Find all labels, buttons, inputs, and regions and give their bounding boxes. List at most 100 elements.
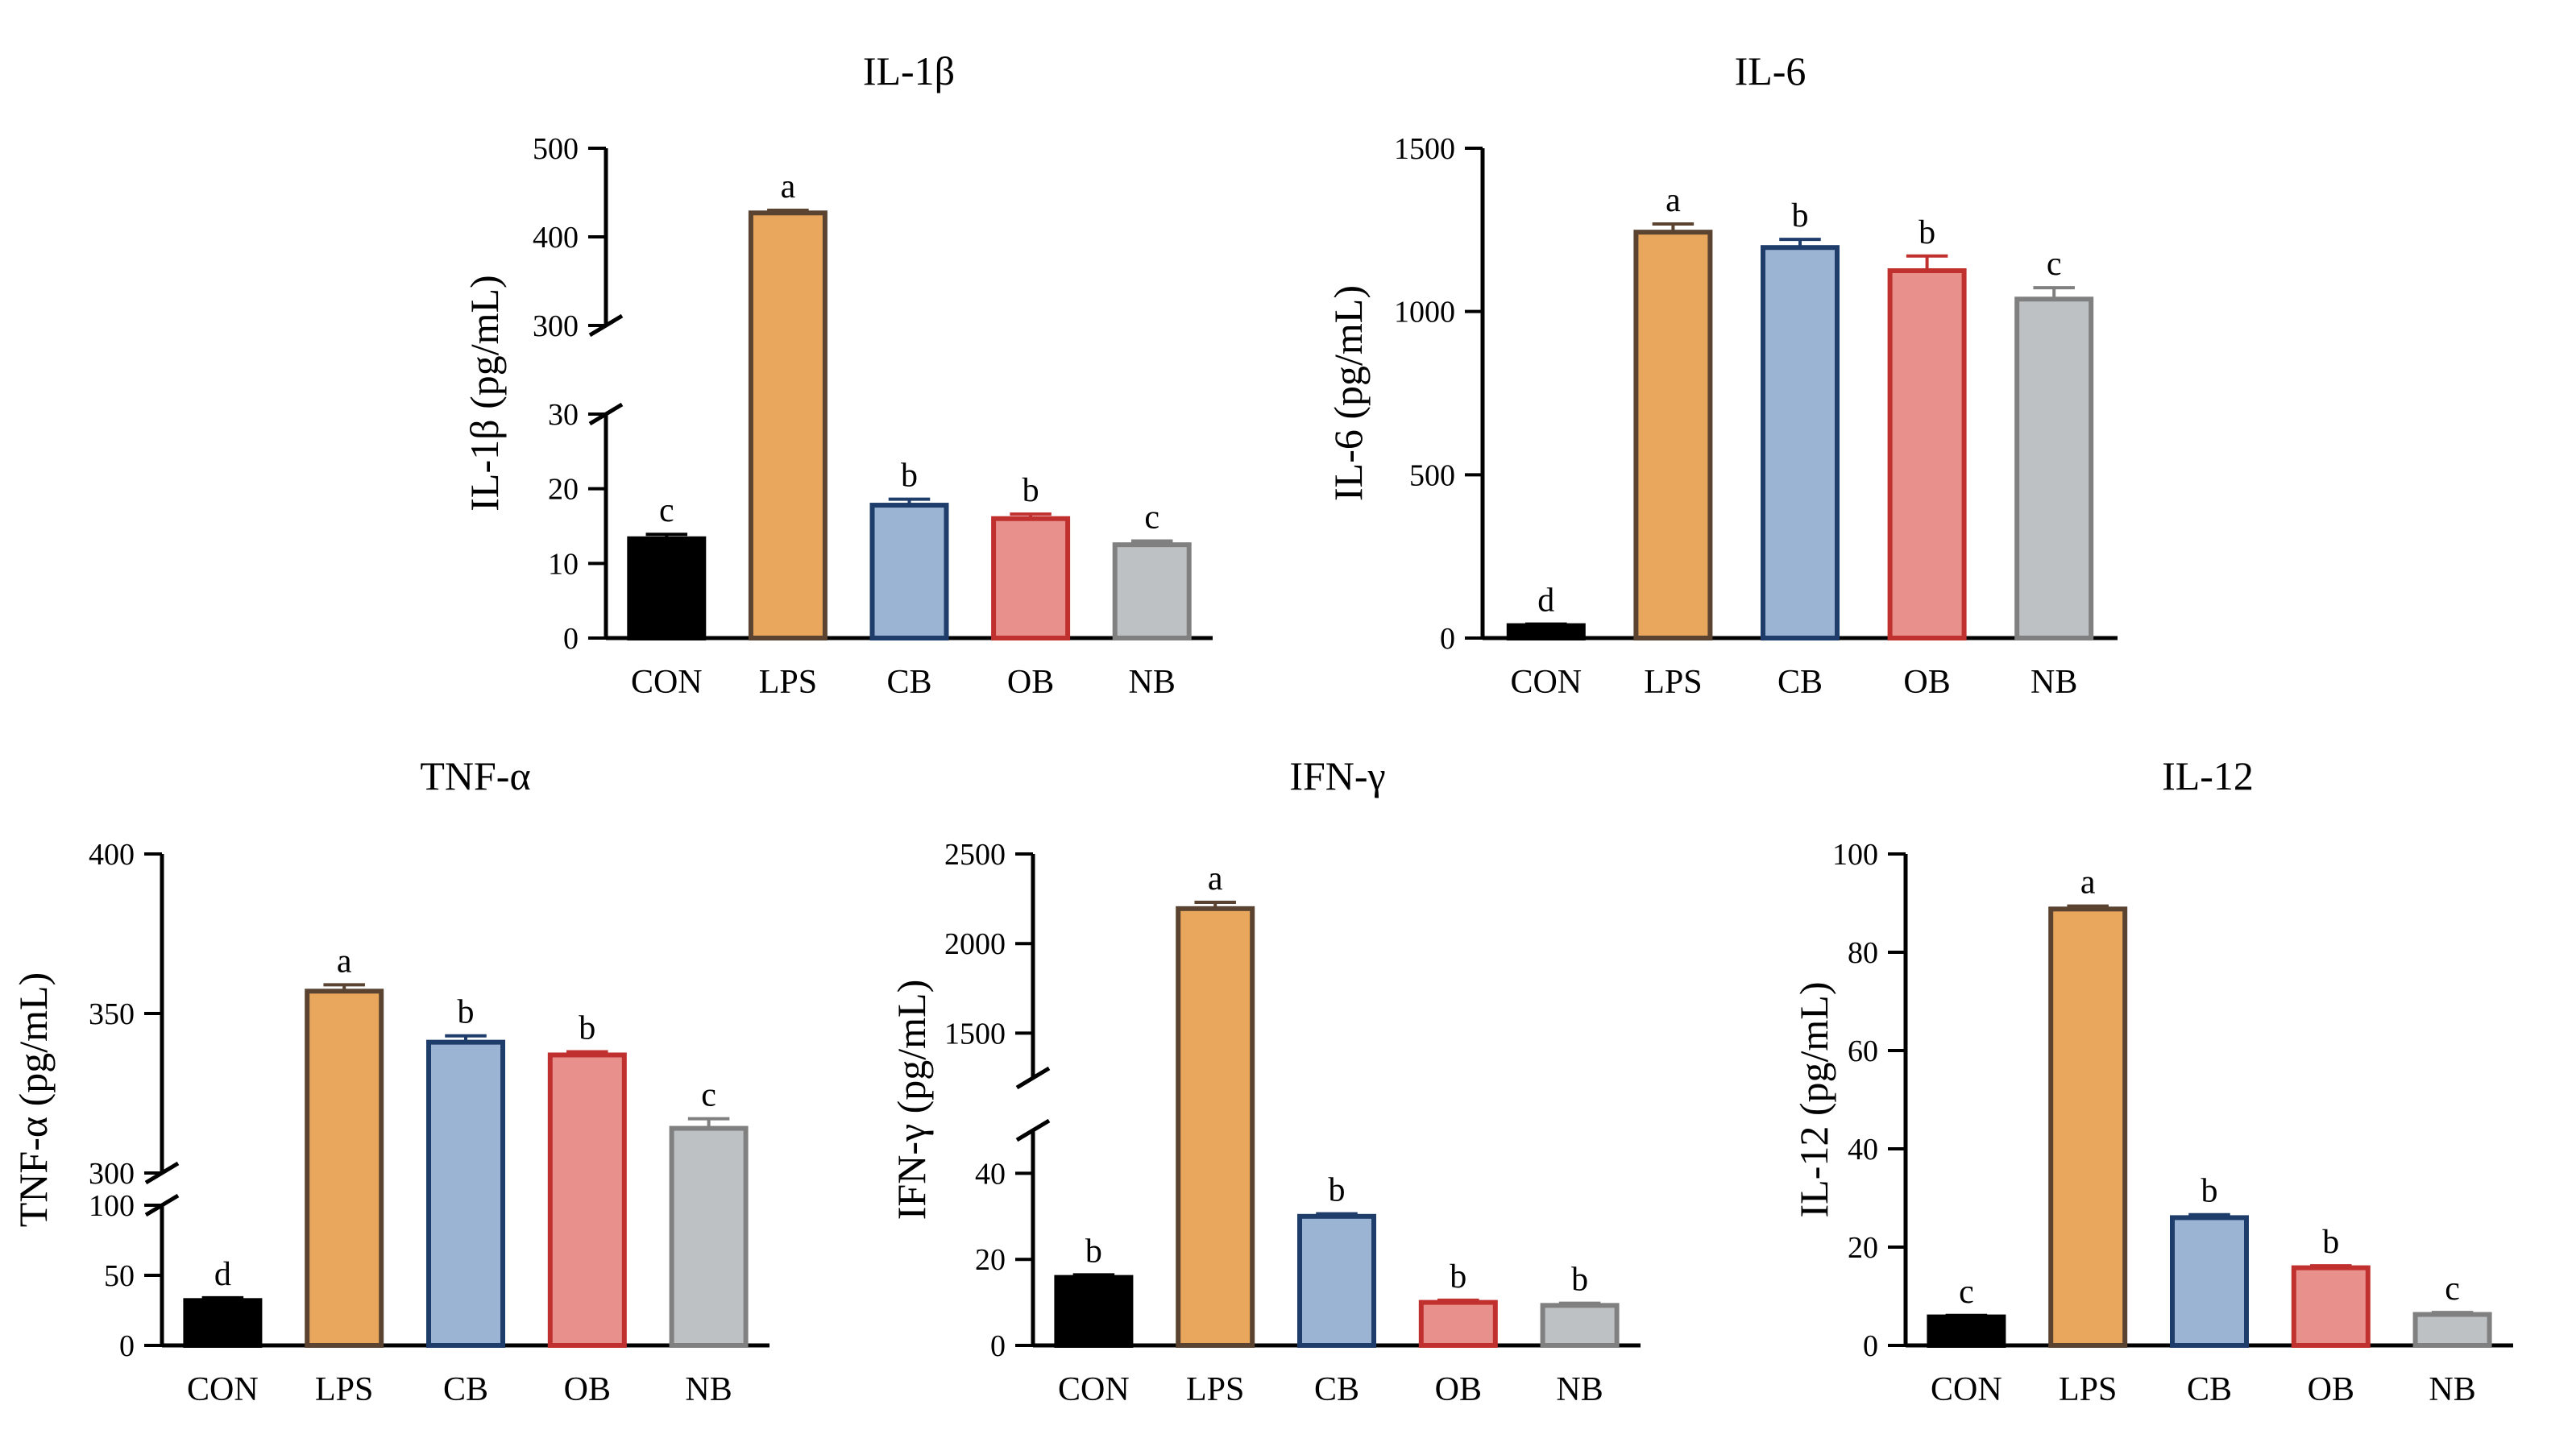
y-tick-label: 1500: [1394, 132, 1455, 166]
y-tick-label: 50: [104, 1259, 135, 1293]
x-tick-label: NB: [685, 1371, 732, 1408]
chart-panel-IL-12: IL-12 IL-12 (pg/mL) 0 20 40 60 80 100 c CON a LPS b C…: [1791, 753, 2513, 1408]
bar-NB: [1540, 1303, 1620, 1349]
y-axis-label: IFN-γ (pg/mL): [889, 980, 934, 1220]
x-tick-label: LPS: [1644, 664, 1702, 701]
bar-CON: [627, 536, 707, 641]
y-tick-label: 300: [89, 1157, 135, 1191]
significance-letter: b: [1571, 1262, 1588, 1299]
bar-OB: [2291, 1265, 2371, 1348]
y-axis-label: IL-1β (pg/mL): [462, 275, 507, 511]
significance-letter: b: [458, 994, 475, 1031]
y-tick-label: 300: [533, 309, 579, 343]
axis-break-mark: [1015, 1118, 1051, 1142]
significance-letter: b: [2322, 1224, 2339, 1261]
x-tick-label: OB: [564, 1371, 611, 1408]
y-tick-label: 1000: [1394, 296, 1455, 330]
bar-OB: [991, 516, 1071, 640]
x-tick-label: CB: [2187, 1371, 2232, 1408]
y-tick-label: 30: [548, 398, 579, 432]
significance-letter: b: [1919, 214, 1935, 251]
significance-letter: b: [1085, 1233, 1102, 1270]
significance-letter: c: [1144, 499, 1159, 537]
axis-break-mark: [1015, 1066, 1051, 1090]
x-tick-label: CB: [1314, 1371, 1359, 1408]
bar-LPS: [1633, 230, 1713, 640]
bar-CB: [1297, 1213, 1376, 1349]
y-tick-label: 0: [1863, 1329, 1878, 1363]
x-tick-label: OB: [2308, 1371, 2354, 1408]
x-tick-label: CB: [1777, 664, 1823, 701]
chart-title: IFN-γ: [1289, 753, 1385, 798]
chart-title: TNF-α: [420, 753, 530, 798]
significance-letter: b: [1450, 1258, 1466, 1295]
bar-NB: [1112, 542, 1192, 641]
bar-NB: [669, 1125, 749, 1349]
bar-LPS: [748, 210, 828, 640]
bar-NB: [2412, 1312, 2492, 1348]
y-tick-label: 0: [563, 622, 579, 656]
chart-panel-IL-6: IL-6 IL-6 (pg/mL) 0 500 1000 1500 d CON a LPS b CB b…: [1325, 48, 2118, 701]
y-tick-label: 400: [89, 838, 135, 872]
y-tick-label: 10: [548, 547, 579, 581]
significance-letter: b: [1023, 472, 1039, 509]
x-tick-label: LPS: [315, 1371, 373, 1408]
y-tick-label: 0: [990, 1329, 1006, 1363]
bar-CON: [1054, 1275, 1134, 1349]
bar-CON: [1927, 1314, 2006, 1348]
y-tick-label: 500: [1409, 458, 1455, 492]
bar-CB: [1761, 245, 1840, 640]
x-tick-label: LPS: [1186, 1371, 1244, 1408]
chart-panel-IL-1β: IL-1β IL-1β (pg/mL) 0 10 20 30 300 400 500 c CON a L…: [462, 48, 1213, 701]
x-tick-label: CB: [886, 664, 931, 701]
x-tick-label: CON: [187, 1371, 259, 1408]
y-axis-label: IL-6 (pg/mL): [1325, 285, 1371, 501]
x-tick-label: NB: [2031, 664, 2077, 701]
bar-LPS: [305, 989, 384, 1349]
significance-letter: c: [2445, 1270, 2460, 1308]
bar-CB: [869, 503, 949, 641]
significance-letter: a: [1208, 860, 1223, 897]
significance-letter: a: [337, 943, 352, 980]
x-tick-label: OB: [1435, 1371, 1482, 1408]
significance-letter: c: [1959, 1274, 1974, 1311]
y-tick-label: 80: [1848, 936, 1878, 970]
significance-letter: a: [781, 168, 796, 205]
significance-letter: b: [2201, 1173, 2218, 1210]
significance-letter: a: [2080, 864, 2096, 902]
x-tick-label: CB: [443, 1371, 488, 1408]
significance-letter: d: [214, 1256, 231, 1293]
y-tick-label: 350: [89, 997, 135, 1031]
significance-letter: c: [701, 1077, 716, 1114]
y-tick-label: 2000: [944, 927, 1006, 961]
x-tick-label: CON: [1510, 664, 1582, 701]
x-tick-label: OB: [1903, 664, 1950, 701]
x-tick-label: LPS: [759, 664, 817, 701]
chart-panel-IFN-γ: IFN-γ IFN-γ (pg/mL) 0 20 40 1500 2000 2500 b CON a…: [889, 753, 1641, 1408]
y-tick-label: 60: [1848, 1034, 1878, 1068]
y-tick-label: 40: [975, 1157, 1006, 1191]
bar-LPS: [1176, 906, 1255, 1349]
x-tick-label: CON: [1058, 1371, 1130, 1408]
y-axis-label: IL-12 (pg/mL): [1791, 982, 1836, 1218]
bar-NB: [2014, 296, 2094, 640]
significance-letter: b: [1329, 1172, 1346, 1209]
bar-OB: [1418, 1299, 1498, 1348]
significance-letter: b: [901, 458, 918, 495]
y-tick-label: 1500: [944, 1017, 1006, 1051]
y-axis-label: TNF-α (pg/mL): [10, 972, 56, 1227]
y-tick-label: 20: [1848, 1231, 1878, 1265]
x-tick-label: CON: [631, 664, 703, 701]
y-tick-label: 400: [533, 221, 579, 255]
significance-letter: a: [1665, 182, 1681, 219]
significance-letter: b: [579, 1010, 595, 1047]
x-tick-label: CON: [1931, 1371, 2002, 1408]
bar-LPS: [2048, 906, 2128, 1348]
x-tick-label: NB: [1129, 664, 1176, 701]
y-tick-label: 40: [1848, 1133, 1878, 1167]
chart-title: IL-6: [1735, 48, 1807, 93]
y-tick-label: 0: [1440, 622, 1455, 656]
bar-CB: [426, 1039, 505, 1348]
